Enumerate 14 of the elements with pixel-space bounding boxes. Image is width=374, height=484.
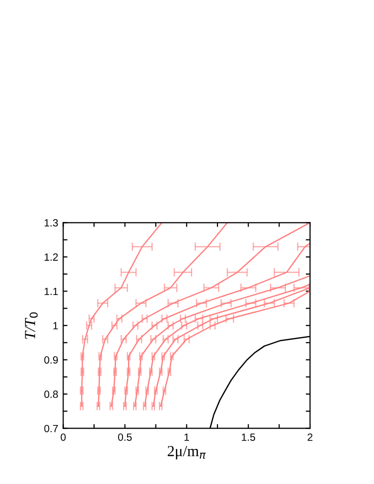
y-tick-label: 1 — [53, 322, 58, 330]
x-tick-label: 1 — [184, 434, 190, 441]
y-tick-label: 1.2 — [44, 253, 58, 261]
y-axis-title: T/T$_{0}$ — [24, 312, 38, 339]
y-tick-label: 1.1 — [44, 288, 58, 295]
y-tick-label: 0.7 — [44, 424, 58, 432]
y-tick-label: 1.3 — [44, 219, 58, 227]
x-tick-label: 2 — [308, 433, 312, 441]
x-tick-label: 0.5 — [118, 433, 132, 441]
y-tick-label: 0.9 — [44, 356, 58, 364]
x-tick-label: 1.5 — [242, 434, 256, 441]
y-tick-label: 0.8 — [44, 390, 58, 398]
x-tick-label: 0 — [60, 433, 66, 441]
x-axis-title: 2μ/m$_{π}$ — [168, 446, 206, 460]
